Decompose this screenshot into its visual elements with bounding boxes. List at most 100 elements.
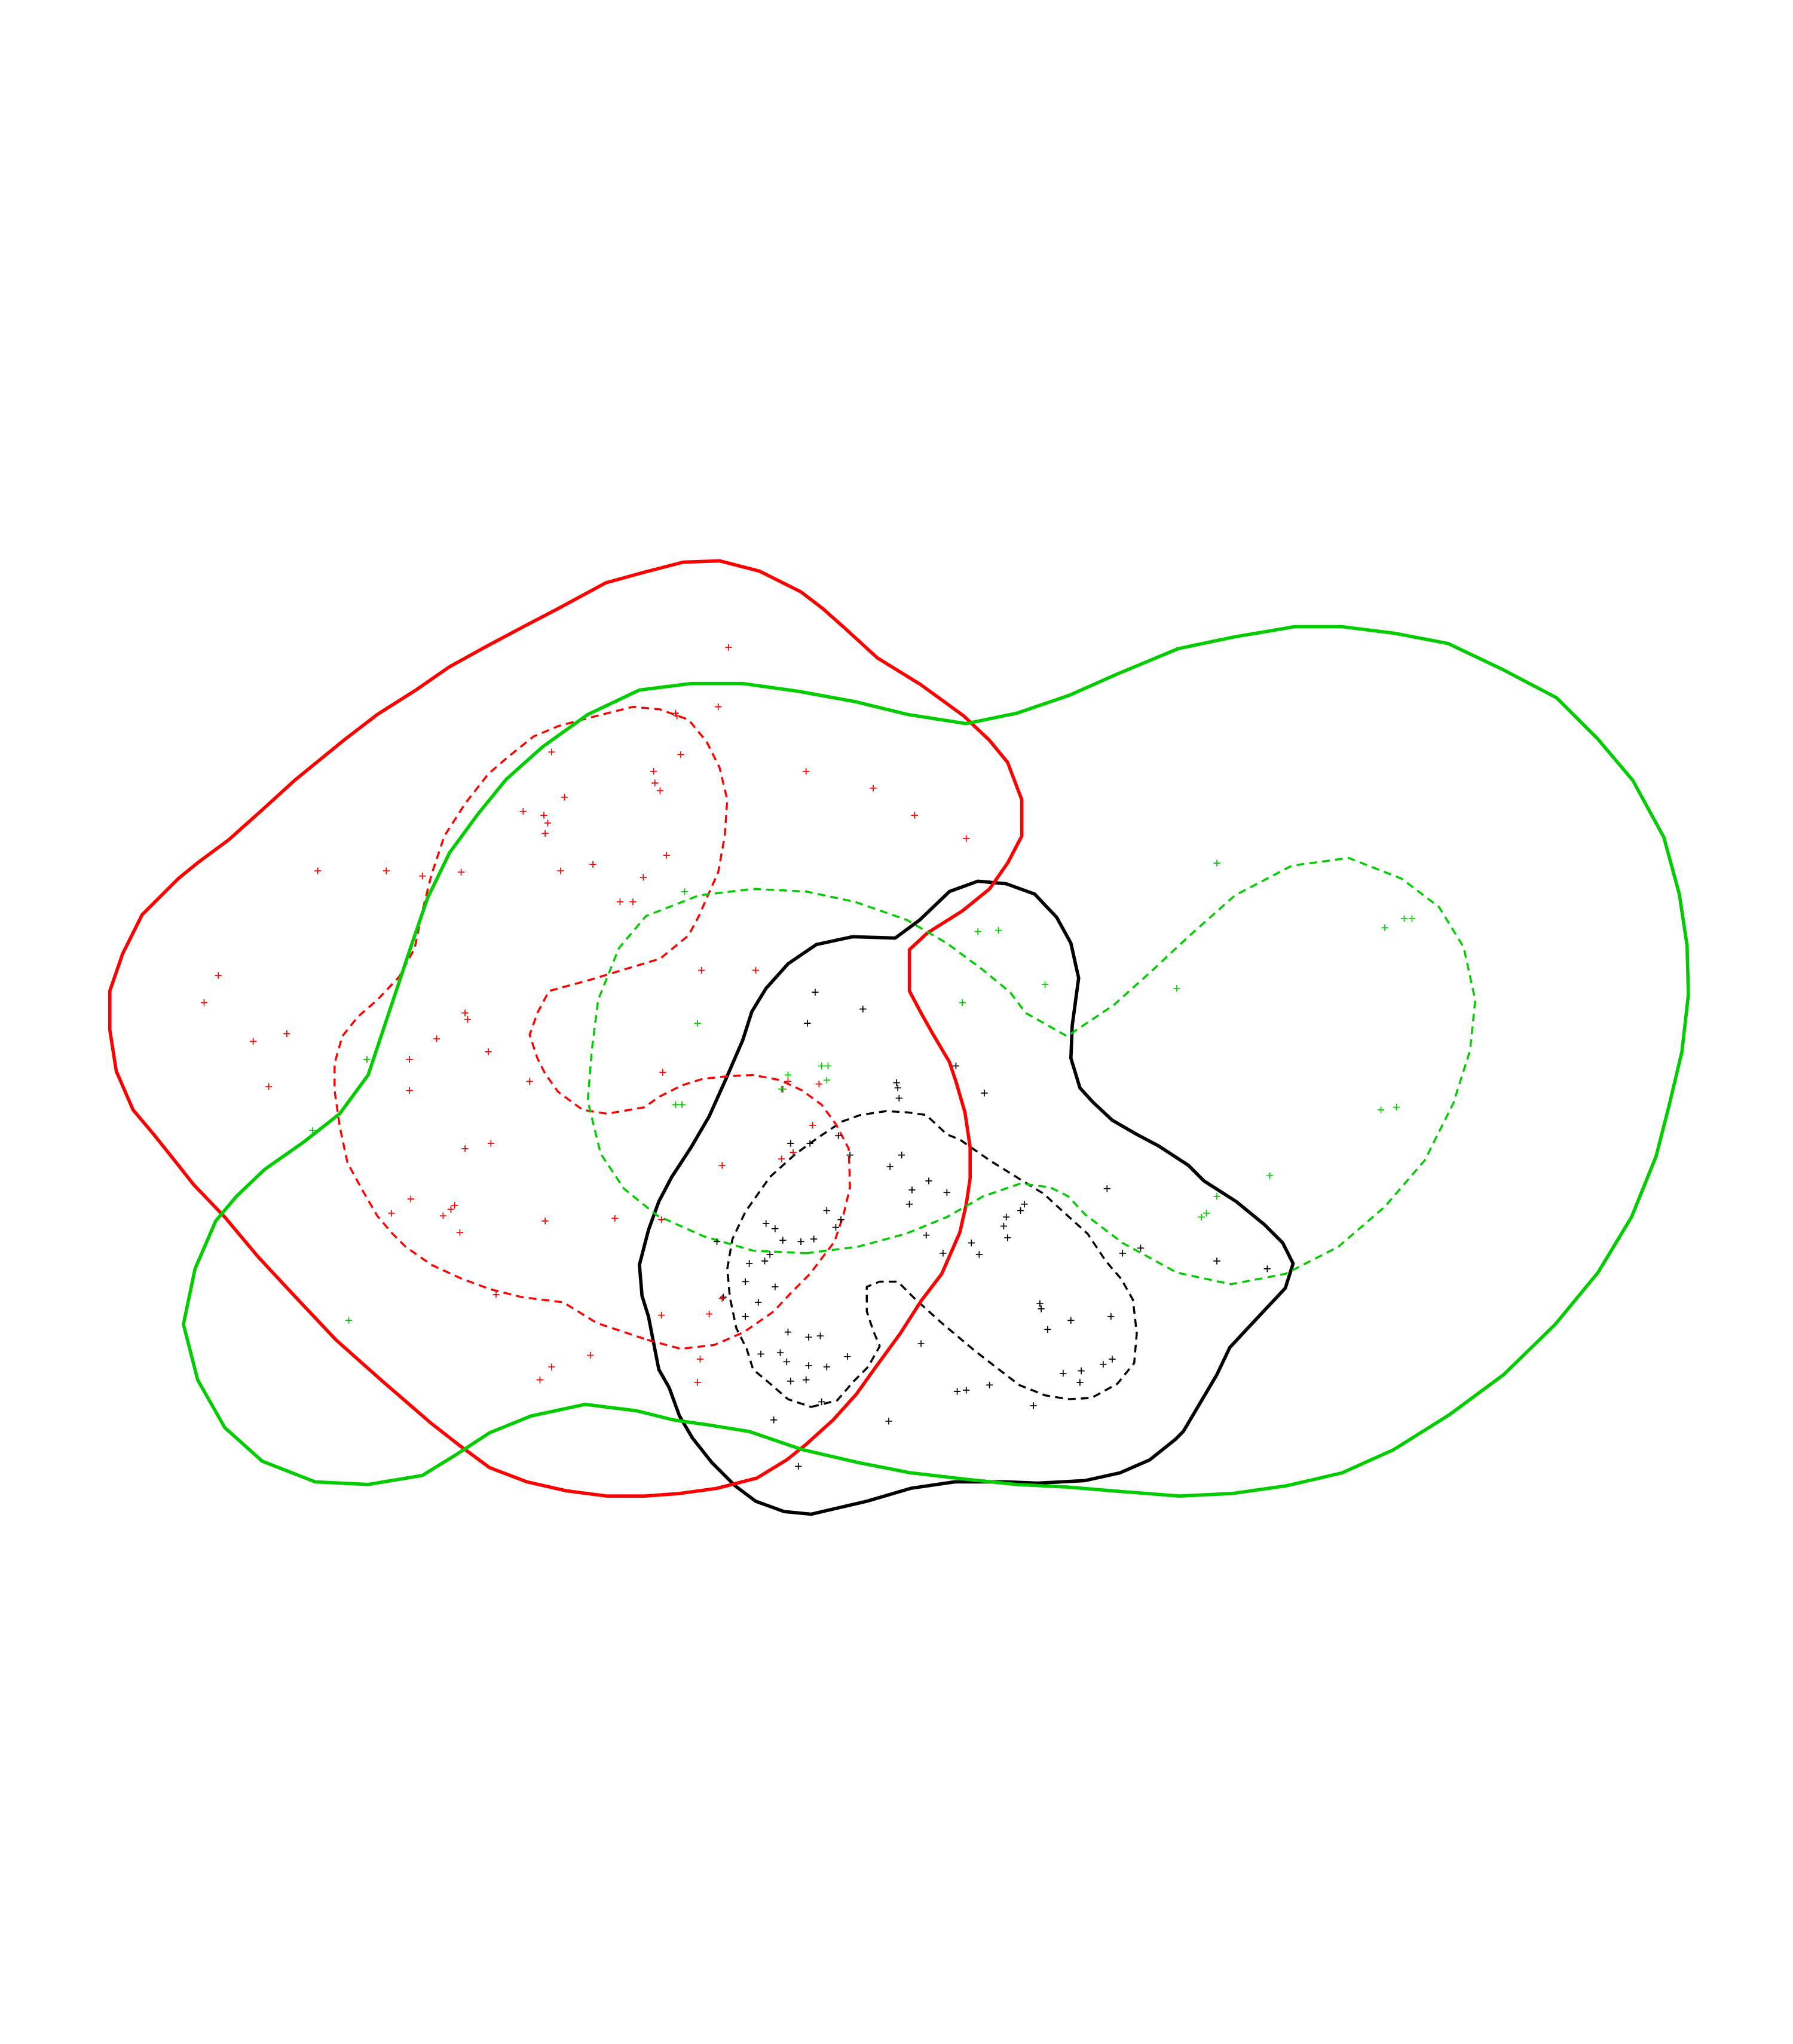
point-marker-s2-11 bbox=[1213, 859, 1220, 867]
point-marker-s0-32 bbox=[772, 1283, 779, 1290]
point-marker-s0-75 bbox=[804, 1020, 811, 1027]
point-marker-s0-23 bbox=[805, 1333, 812, 1341]
point-marker-s1-60 bbox=[870, 785, 877, 792]
point-marker-s0-25 bbox=[755, 1299, 762, 1306]
point-marker-s0-63 bbox=[1263, 1265, 1271, 1272]
point-marker-s1-56 bbox=[672, 709, 680, 717]
point-marker-s2-5 bbox=[1377, 1106, 1385, 1113]
point-marker-s2-12 bbox=[959, 999, 966, 1006]
point-marker-s1-44 bbox=[629, 898, 637, 905]
point-marker-s0-0 bbox=[795, 1462, 802, 1470]
point-marker-s1-42 bbox=[640, 874, 647, 881]
point-marker-s2-20 bbox=[823, 1076, 830, 1084]
point-marker-s2-25 bbox=[309, 1127, 316, 1134]
point-marker-s2-22 bbox=[678, 1101, 686, 1108]
point-marker-s0-38 bbox=[766, 1251, 773, 1258]
point-marker-s1-61 bbox=[911, 812, 918, 819]
point-marker-s1-36 bbox=[314, 867, 322, 874]
point-marker-s0-57 bbox=[905, 1201, 913, 1208]
point-marker-s2-0 bbox=[345, 1317, 353, 1324]
point-marker-s1-30 bbox=[461, 1009, 469, 1017]
point-marker-s0-17 bbox=[1109, 1355, 1116, 1363]
point-marker-s0-43 bbox=[810, 1235, 818, 1243]
point-marker-s1-7 bbox=[705, 1310, 713, 1318]
point-marker-s1-62 bbox=[963, 835, 970, 842]
point-marker-s0-15 bbox=[1078, 1367, 1085, 1375]
point-marker-s0-26 bbox=[742, 1313, 749, 1320]
point-marker-s0-11 bbox=[805, 1362, 812, 1369]
point-marker-s1-67 bbox=[809, 1122, 816, 1129]
point-marker-s1-57 bbox=[715, 703, 722, 711]
point-marker-s0-42 bbox=[797, 1238, 804, 1246]
point-marker-s0-20 bbox=[776, 1349, 784, 1356]
point-marker-s1-31 bbox=[200, 999, 208, 1006]
point-marker-s1-68 bbox=[718, 1162, 726, 1169]
point-marker-s0-64 bbox=[787, 1140, 794, 1147]
point-marker-s0-12 bbox=[844, 1353, 851, 1360]
point-marker-s0-34 bbox=[720, 1293, 727, 1301]
point-marker-s2-17 bbox=[784, 1071, 792, 1079]
point-marker-s0-37 bbox=[713, 1238, 721, 1246]
point-marker-s0-3 bbox=[1030, 1402, 1037, 1409]
point-marker-s2-3 bbox=[1213, 1193, 1220, 1200]
point-marker-s0-5 bbox=[963, 1387, 970, 1394]
point-marker-s1-40 bbox=[557, 867, 564, 874]
point-marker-s1-51 bbox=[656, 787, 664, 794]
point-marker-s1-72 bbox=[790, 1149, 797, 1156]
point-marker-s0-67 bbox=[886, 1163, 894, 1170]
point-marker-s0-76 bbox=[859, 1005, 867, 1013]
point-marker-s0-71 bbox=[894, 1084, 901, 1091]
point-marker-s0-69 bbox=[835, 1132, 842, 1139]
point-marker-s1-22 bbox=[406, 1056, 413, 1063]
point-marker-s0-53 bbox=[1003, 1213, 1010, 1220]
point-marker-s0-73 bbox=[981, 1090, 988, 1097]
point-marker-s1-35 bbox=[752, 966, 760, 974]
point-marker-s1-27 bbox=[485, 1048, 492, 1055]
point-marker-s1-21 bbox=[406, 1087, 413, 1094]
point-marker-s2-6 bbox=[1393, 1104, 1400, 1111]
point-marker-s0-30 bbox=[1038, 1305, 1045, 1312]
point-marker-s1-28 bbox=[433, 1035, 440, 1042]
point-marker-s2-18 bbox=[818, 1062, 825, 1070]
point-marker-s0-39 bbox=[779, 1237, 787, 1244]
point-marker-s1-48 bbox=[544, 819, 552, 827]
point-marker-s1-14 bbox=[439, 1212, 446, 1219]
point-marker-s1-8 bbox=[718, 1295, 726, 1302]
point-marker-s2-19 bbox=[824, 1062, 832, 1070]
point-marker-s0-48 bbox=[940, 1250, 947, 1257]
point-marker-s0-78 bbox=[1103, 1185, 1110, 1192]
point-marker-s1-63 bbox=[725, 644, 732, 651]
point-marker-s1-34 bbox=[698, 966, 705, 974]
contour-solid-2 bbox=[108, 559, 1024, 1498]
point-marker-s0-77 bbox=[812, 989, 819, 996]
point-marker-s0-40 bbox=[772, 1225, 779, 1232]
point-marker-s1-9 bbox=[611, 1214, 619, 1222]
point-marker-s0-13 bbox=[1060, 1370, 1067, 1377]
point-marker-s1-29 bbox=[464, 1016, 472, 1023]
point-marker-s0-14 bbox=[1076, 1379, 1084, 1386]
point-marker-s2-23 bbox=[672, 1101, 680, 1108]
point-marker-s1-66 bbox=[815, 1081, 822, 1088]
point-marker-s0-46 bbox=[837, 1216, 845, 1223]
point-marker-s0-61 bbox=[1137, 1244, 1145, 1252]
point-marker-s0-2 bbox=[885, 1418, 892, 1425]
point-marker-s1-45 bbox=[663, 852, 670, 859]
point-marker-s0-6 bbox=[986, 1381, 993, 1388]
point-marker-s1-12 bbox=[407, 1195, 414, 1202]
contour-dashed-3 bbox=[333, 705, 851, 1350]
point-marker-s1-10 bbox=[658, 1216, 665, 1223]
point-marker-s0-55 bbox=[1021, 1201, 1028, 1208]
point-marker-s0-16 bbox=[1100, 1361, 1107, 1368]
point-marker-s1-47 bbox=[541, 830, 549, 837]
point-marker-s0-31 bbox=[1036, 1300, 1044, 1307]
point-marker-s2-9 bbox=[1408, 915, 1416, 922]
contour-layer bbox=[108, 559, 1690, 1516]
point-marker-s1-3 bbox=[694, 1379, 701, 1386]
point-marker-s0-41 bbox=[763, 1220, 770, 1227]
point-marker-s0-19 bbox=[783, 1358, 790, 1366]
point-marker-s1-59 bbox=[803, 768, 810, 775]
point-marker-s1-69 bbox=[778, 1155, 785, 1162]
point-marker-s1-37 bbox=[383, 867, 390, 874]
